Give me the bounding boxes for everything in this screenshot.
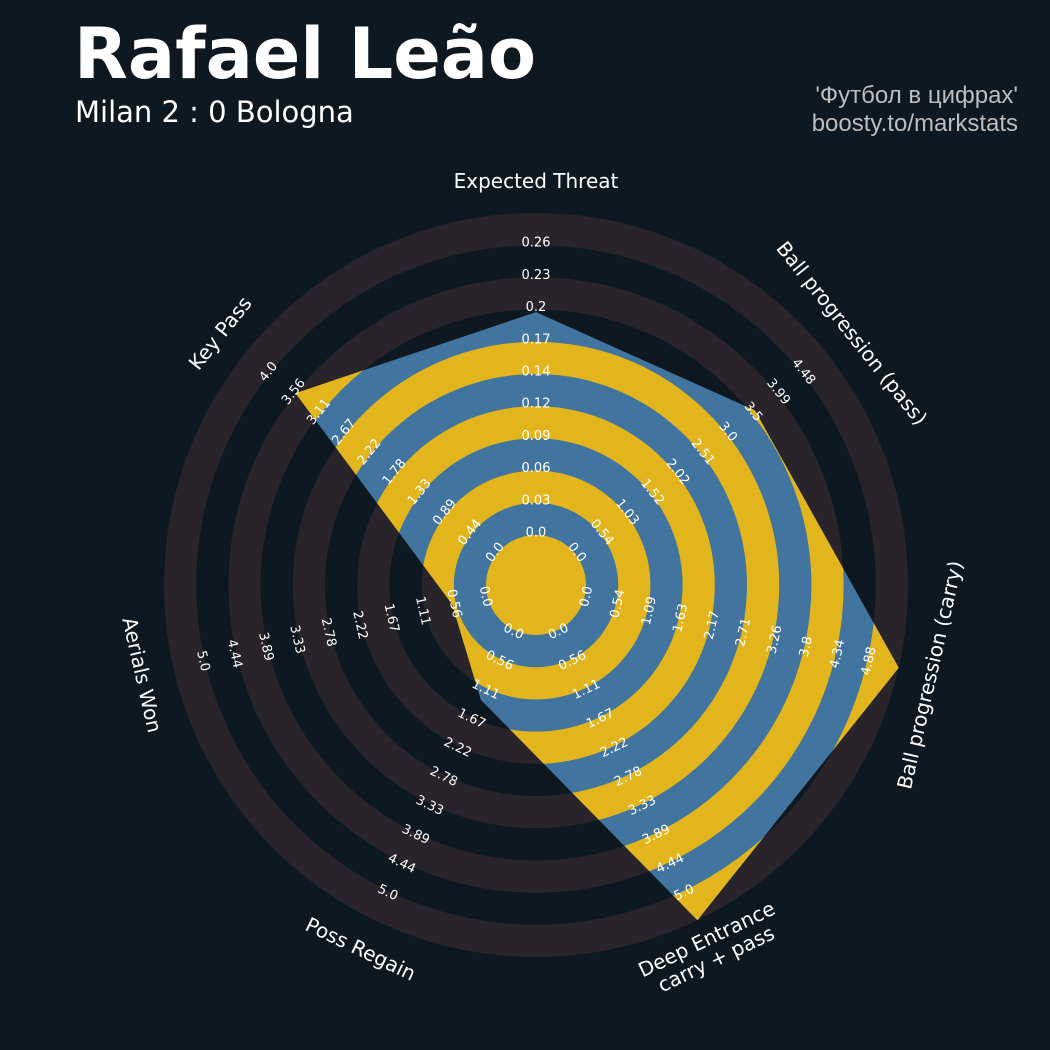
tick-label-p0-3: 0.09: [522, 429, 551, 444]
tick-label-p2-3: 1.63: [670, 602, 691, 634]
credit-line-url: boosty.to/markstats: [811, 110, 1018, 137]
tick-label-p2-5: 2.71: [733, 617, 754, 649]
tick-label-p0-4: 0.12: [522, 397, 551, 412]
tick-label-p5-5: 2.78: [318, 617, 339, 649]
param-label-5-line-0: Aerials Won: [117, 615, 167, 735]
tick-label-p0-2: 0.06: [522, 461, 551, 476]
tick-label-p5-6: 3.33: [286, 624, 307, 656]
tick-label-p0-6: 0.17: [522, 332, 551, 347]
tick-label-p5-8: 4.44: [224, 638, 245, 670]
param-label-5: Aerials Won: [117, 615, 167, 735]
param-label-0-line-0: Expected Threat: [454, 169, 619, 193]
tick-label-p2-9: 4.88: [859, 645, 880, 677]
tick-label-p5-0: 0.0: [476, 585, 495, 609]
credits: 'Футбол в цифрах' boosty.to/markstats: [812, 82, 1018, 138]
tick-label-p0-7: 0.2: [526, 300, 547, 315]
tick-label-p5-3: 1.67: [381, 602, 402, 634]
tick-label-p0-1: 0.03: [522, 493, 551, 508]
tick-label-p0-5: 0.14: [522, 365, 551, 380]
tick-label-p2-1: 0.54: [608, 588, 629, 620]
tick-label-p0-8: 0.23: [522, 268, 551, 283]
tick-label-p0-9: 0.26: [522, 236, 551, 251]
tick-label-p5-1: 0.56: [443, 588, 464, 620]
tick-label-p5-2: 1.11: [412, 595, 433, 627]
tick-label-p5-7: 3.89: [255, 631, 276, 663]
credit-line-channel: 'Футбол в цифрах': [815, 82, 1018, 109]
tick-label-p5-9: 5.0: [193, 649, 212, 673]
tick-label-p2-7: 3.8: [797, 635, 816, 659]
tick-label-p2-8: 4.34: [827, 638, 848, 670]
highlighted-rings: [295, 312, 899, 921]
match-subtitle: Milan 2 : 0 Bologna: [75, 95, 354, 129]
player-name-title: Rafael Leão: [74, 13, 537, 95]
ring-band-highlight-0: [486, 535, 586, 635]
tick-label-p2-2: 1.09: [639, 595, 660, 627]
tick-label-p0-0: 0.0: [526, 526, 547, 541]
param-label-0: Expected Threat: [454, 169, 619, 193]
tick-label-p2-6: 3.26: [765, 624, 786, 656]
tick-label-p2-4: 2.17: [702, 609, 723, 641]
tick-label-p2-0: 0.0: [577, 585, 596, 609]
tick-label-p5-4: 2.22: [349, 609, 370, 641]
